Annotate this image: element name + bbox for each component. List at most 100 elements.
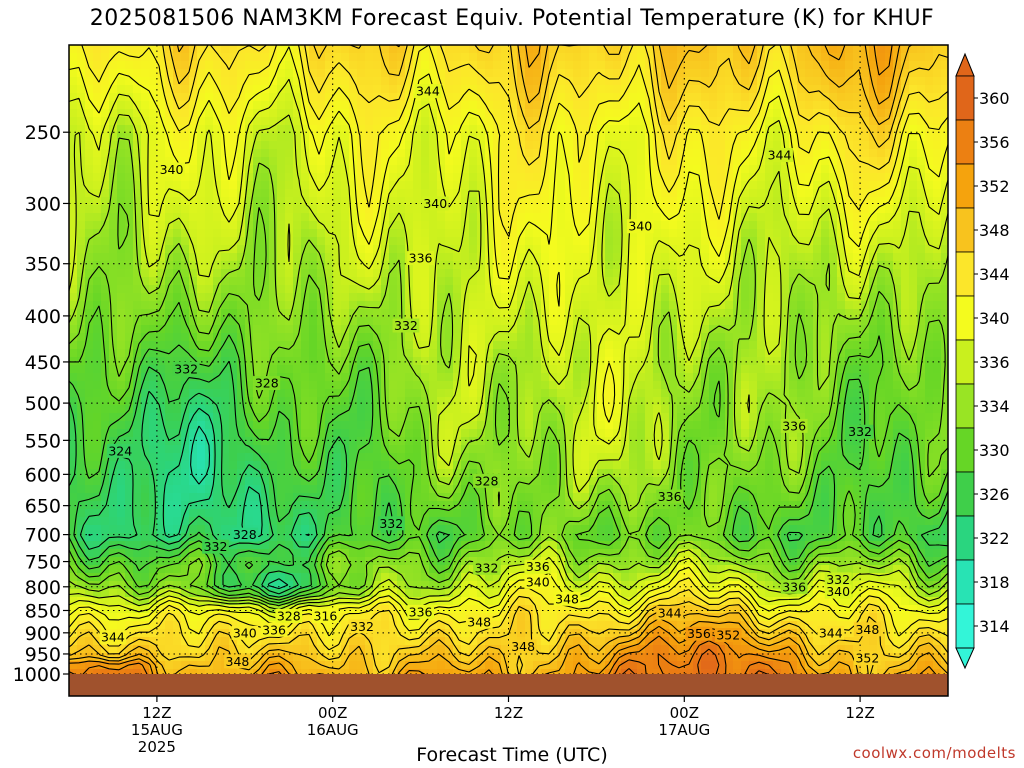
field-cell [613, 165, 622, 174]
field-cell [397, 101, 406, 110]
field-cell [893, 261, 902, 270]
field-cell [381, 93, 390, 102]
field-cell [69, 133, 78, 142]
field-cell [525, 237, 534, 246]
field-cell [309, 365, 318, 374]
field-cell [285, 133, 294, 142]
field-cell [109, 157, 118, 166]
field-cell [597, 181, 606, 190]
field-cell [837, 141, 846, 150]
field-cell [637, 285, 646, 294]
field-cell [845, 117, 854, 126]
field-cell [621, 237, 630, 246]
field-cell [181, 45, 190, 54]
field-cell [325, 109, 334, 118]
field-cell [117, 229, 126, 238]
field-cell [901, 45, 910, 54]
field-cell [469, 173, 478, 182]
field-cell [461, 133, 470, 142]
field-cell [549, 77, 558, 86]
field-cell [917, 349, 926, 358]
field-cell [373, 333, 382, 342]
field-cell [125, 213, 134, 222]
field-cell [501, 93, 510, 102]
field-cell [445, 253, 454, 262]
field-cell [557, 125, 566, 134]
field-cell [933, 165, 942, 174]
field-cell [93, 285, 102, 294]
field-cell [677, 221, 686, 230]
field-cell [821, 349, 830, 358]
field-cell [133, 61, 142, 70]
field-cell [437, 381, 446, 390]
field-cell [309, 269, 318, 278]
field-cell [909, 165, 918, 174]
field-cell [149, 373, 158, 382]
field-cell [237, 165, 246, 174]
field-cell [709, 69, 718, 78]
field-cell [925, 285, 934, 294]
field-cell [901, 365, 910, 374]
field-cell [485, 277, 494, 286]
field-cell [549, 133, 558, 142]
field-cell [117, 181, 126, 190]
field-cell [517, 349, 526, 358]
field-cell [733, 165, 742, 174]
field-cell [725, 181, 734, 190]
field-cell [181, 205, 190, 214]
field-cell [77, 109, 86, 118]
field-cell [181, 109, 190, 118]
field-cell [341, 333, 350, 342]
field-cell [229, 205, 238, 214]
field-cell [597, 285, 606, 294]
field-cell [189, 261, 198, 270]
field-cell [789, 69, 798, 78]
field-cell [437, 261, 446, 270]
field-cell [413, 157, 422, 166]
field-cell [877, 269, 886, 278]
field-cell [557, 93, 566, 102]
field-cell [789, 357, 798, 366]
field-cell [621, 149, 630, 158]
field-cell [573, 205, 582, 214]
field-cell [525, 213, 534, 222]
field-cell [461, 381, 470, 390]
field-cell [253, 269, 262, 278]
field-cell [517, 309, 526, 318]
field-cell [693, 309, 702, 318]
field-cell [549, 125, 558, 134]
field-cell [77, 301, 86, 310]
field-cell [69, 189, 78, 198]
field-cell [485, 157, 494, 166]
field-cell [85, 221, 94, 230]
field-cell [213, 293, 222, 302]
field-cell [637, 53, 646, 62]
field-cell [525, 341, 534, 350]
field-cell [605, 301, 614, 310]
field-cell [141, 277, 150, 286]
field-cell [397, 165, 406, 174]
field-cell [173, 85, 182, 94]
field-cell [245, 189, 254, 198]
field-cell [557, 253, 566, 262]
field-cell [693, 365, 702, 374]
field-cell [629, 357, 638, 366]
field-cell [725, 69, 734, 78]
field-cell [165, 125, 174, 134]
field-cell [285, 189, 294, 198]
field-cell [605, 205, 614, 214]
field-cell [621, 93, 630, 102]
field-cell [253, 189, 262, 198]
field-cell [341, 181, 350, 190]
field-cell [821, 189, 830, 198]
field-cell [877, 237, 886, 246]
field-cell [805, 165, 814, 174]
field-cell [533, 365, 542, 374]
field-cell [109, 293, 118, 302]
field-cell [293, 269, 302, 278]
field-cell [357, 197, 366, 206]
field-cell [421, 101, 430, 110]
field-cell [533, 165, 542, 174]
field-cell [821, 277, 830, 286]
field-cell [453, 261, 462, 270]
